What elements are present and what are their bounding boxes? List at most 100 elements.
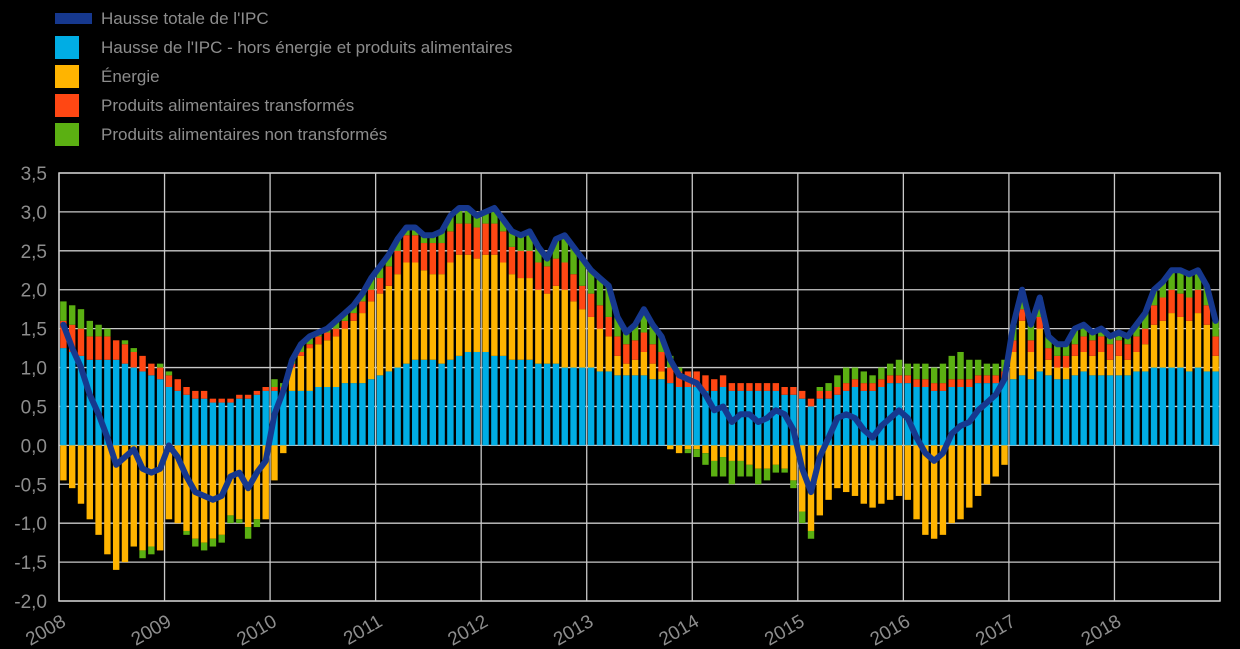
bar-segment bbox=[1071, 328, 1079, 345]
bar-segment bbox=[702, 390, 709, 446]
bar-segment bbox=[1133, 336, 1140, 352]
bar-segment bbox=[1142, 328, 1149, 345]
bar-segment bbox=[455, 223, 463, 255]
bar-segment bbox=[1124, 336, 1131, 345]
bar-segment bbox=[596, 371, 604, 446]
bar-segment bbox=[60, 348, 67, 446]
bar-segment bbox=[1133, 371, 1140, 446]
bar-segment bbox=[376, 278, 384, 294]
bar-segment bbox=[825, 398, 832, 446]
bar-segment bbox=[1106, 375, 1114, 446]
bar-segment bbox=[1159, 281, 1167, 298]
bar-segment bbox=[1186, 297, 1193, 321]
bar-segment bbox=[315, 387, 322, 446]
bar-segment bbox=[992, 363, 999, 376]
bar-segment bbox=[508, 231, 516, 247]
bar-segment bbox=[1027, 351, 1035, 380]
bar-segment bbox=[1001, 445, 1008, 465]
bar-segment bbox=[1098, 351, 1105, 376]
bar-segment bbox=[209, 445, 217, 539]
bar-segment bbox=[139, 550, 146, 559]
bar-segment bbox=[535, 363, 542, 446]
bar-segment bbox=[904, 363, 911, 376]
bar-segment bbox=[842, 445, 850, 493]
bar-segment bbox=[183, 445, 190, 531]
bar-segment bbox=[288, 390, 296, 446]
bar-segment bbox=[1168, 270, 1175, 290]
bar-segment bbox=[834, 387, 841, 395]
bar-segment bbox=[455, 254, 463, 356]
bar-segment bbox=[878, 367, 885, 380]
bar-segment bbox=[878, 387, 885, 446]
bar-segment bbox=[1194, 367, 1202, 446]
bar-segment bbox=[86, 336, 93, 360]
bar-segment bbox=[394, 367, 401, 446]
bar-segment bbox=[948, 379, 955, 387]
bar-segment bbox=[1115, 332, 1123, 341]
bar-segment bbox=[464, 351, 472, 446]
bar-segment bbox=[297, 351, 305, 356]
legend-label-unprocessed-food: Produits alimentaires non transformés bbox=[101, 125, 388, 144]
bar-segment bbox=[851, 445, 859, 496]
bar-segment bbox=[552, 239, 560, 259]
bar-segment bbox=[447, 215, 454, 232]
bar-segment bbox=[526, 359, 533, 446]
bar-segment bbox=[271, 387, 278, 391]
bar-segment bbox=[482, 223, 489, 255]
bar-segment bbox=[183, 394, 190, 446]
bar-segment bbox=[869, 390, 876, 446]
bar-segment bbox=[508, 274, 516, 360]
bar-segment bbox=[1124, 344, 1131, 360]
bar-segment bbox=[306, 390, 313, 446]
bar-segment bbox=[1124, 375, 1131, 446]
bar-segment bbox=[763, 445, 771, 469]
bar-segment bbox=[412, 235, 419, 263]
bar-segment bbox=[1106, 344, 1114, 360]
bar-segment bbox=[983, 375, 991, 384]
bar-segment bbox=[957, 351, 964, 380]
bar-segment bbox=[895, 445, 903, 496]
bar-segment bbox=[420, 270, 428, 360]
bar-segment bbox=[517, 278, 524, 360]
bar-segment bbox=[499, 262, 507, 356]
bar-segment bbox=[842, 383, 850, 391]
bar-segment bbox=[570, 274, 577, 302]
bar-segment bbox=[1133, 351, 1140, 372]
bar-segment bbox=[957, 445, 964, 520]
bar-segment bbox=[649, 344, 656, 364]
bar-segment bbox=[1080, 351, 1087, 372]
bar-segment bbox=[711, 460, 718, 477]
bar-segment bbox=[922, 363, 929, 380]
bar-segment bbox=[315, 344, 322, 387]
bar-segment bbox=[1045, 375, 1052, 446]
bar-segment bbox=[605, 371, 612, 446]
x-tick-label: 2011 bbox=[340, 611, 386, 649]
bar-segment bbox=[711, 379, 718, 391]
bar-segment bbox=[253, 519, 261, 528]
bar-segment bbox=[851, 367, 859, 380]
bar-segment bbox=[684, 387, 692, 446]
y-tick-label: -2,0 bbox=[14, 592, 47, 613]
bar-segment bbox=[376, 375, 384, 446]
bar-segment bbox=[130, 445, 137, 547]
bar-segment bbox=[746, 464, 753, 477]
bar-segment bbox=[420, 235, 428, 244]
y-tick-label: 2,5 bbox=[21, 242, 47, 263]
bar-segment bbox=[825, 445, 832, 500]
bar-segment bbox=[614, 316, 621, 337]
bar-segment bbox=[200, 390, 208, 399]
bar-segment bbox=[631, 340, 639, 360]
bar-segment bbox=[966, 359, 973, 380]
bar-segment bbox=[1150, 367, 1158, 446]
bar-segment bbox=[913, 445, 920, 520]
bar-segment bbox=[447, 231, 454, 263]
bar-segment bbox=[112, 340, 120, 360]
bar-segment bbox=[121, 445, 129, 563]
bar-segment bbox=[623, 332, 630, 345]
bar-segment bbox=[816, 445, 824, 516]
bar-segment bbox=[68, 305, 76, 325]
bar-segment bbox=[1018, 375, 1026, 446]
bar-segment bbox=[77, 328, 85, 356]
bar-segment bbox=[200, 542, 208, 551]
